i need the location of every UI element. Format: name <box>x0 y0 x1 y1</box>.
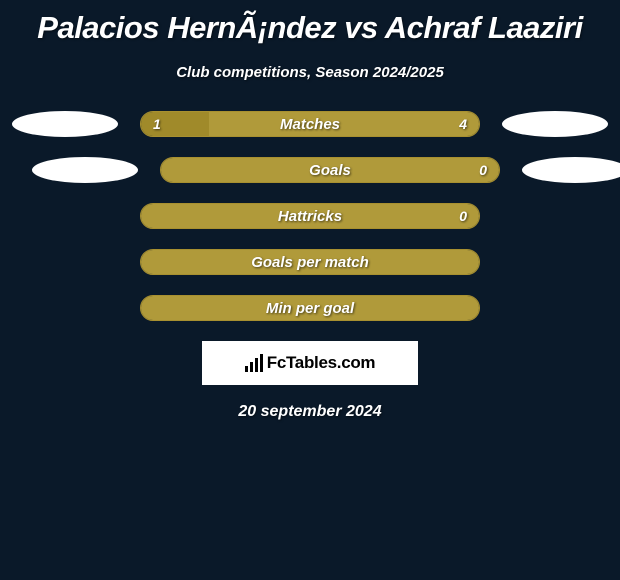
bars-chart-icon <box>245 354 263 372</box>
left-pill <box>32 157 138 183</box>
bar-label: Goals <box>161 158 499 182</box>
bar-label: Min per goal <box>141 296 479 320</box>
right-value: 0 <box>479 158 487 182</box>
bar-label: Matches <box>141 112 479 136</box>
left-pill <box>12 111 118 137</box>
stat-row-hattricks: Hattricks 0 <box>0 203 620 229</box>
stat-bar: Min per goal <box>140 295 480 321</box>
stat-row-mpg: Min per goal <box>0 295 620 321</box>
bar-label: Hattricks <box>141 204 479 228</box>
stat-row-gpm: Goals per match <box>0 249 620 275</box>
right-value: 0 <box>459 204 467 228</box>
stat-row-matches: 1 Matches 4 <box>0 111 620 137</box>
footer-date: 20 september 2024 <box>0 403 620 421</box>
stat-row-goals: Goals 0 <box>0 157 620 183</box>
comparison-rows: 1 Matches 4 Goals 0 Hattricks 0 Goals pe… <box>0 111 620 321</box>
bar-label: Goals per match <box>141 250 479 274</box>
right-value: 4 <box>459 112 467 136</box>
stat-bar: Hattricks 0 <box>140 203 480 229</box>
stat-bar: 1 Matches 4 <box>140 111 480 137</box>
page-title: Palacios HernÃ¡ndez vs Achraf Laaziri <box>0 0 620 46</box>
stat-bar: Goals 0 <box>160 157 500 183</box>
right-pill <box>522 157 620 183</box>
logo-text: FcTables.com <box>267 353 376 373</box>
stat-bar: Goals per match <box>140 249 480 275</box>
right-pill <box>502 111 608 137</box>
page-subtitle: Club competitions, Season 2024/2025 <box>0 64 620 81</box>
footer-logo: FcTables.com <box>202 341 418 385</box>
